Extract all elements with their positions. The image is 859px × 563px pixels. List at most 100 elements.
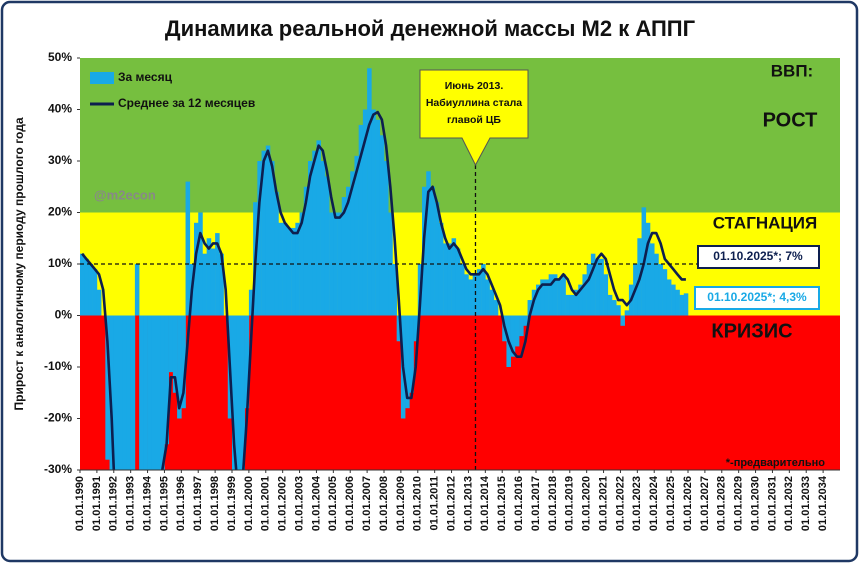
event-callout [419,69,529,167]
bar [312,150,317,316]
bar [650,243,655,316]
gdp-label: ВВП: [771,61,813,80]
bar [485,279,490,316]
x-tick-label: 01.01.2008 [378,476,390,531]
bar [308,161,313,316]
bar [105,315,110,460]
bar [358,124,364,316]
bar [548,274,554,316]
bar [181,315,186,409]
x-tick-label: 01.01.2019 [564,476,576,531]
bar [671,284,676,316]
bar [476,269,482,316]
chart-title: Динамика реальной денежной массы М2 к АП… [165,16,696,41]
x-tick-label: 01.01.2012 [445,476,457,531]
bar [248,289,254,316]
x-tick-label: 01.01.2024 [648,475,660,531]
bar [379,135,385,316]
x-tick-label: 01.01.1997 [192,476,204,531]
x-tick-label: 01.01.2026 [682,476,694,531]
bar [286,227,292,316]
x-tick-label: 01.01.2009 [395,476,407,531]
bar [232,315,237,470]
bar [645,222,651,316]
bar [282,222,288,316]
x-tick-label: 01.01.2031 [766,476,778,531]
bar [434,202,440,316]
bar [295,222,300,316]
bar [367,68,372,316]
x-tick-label: 01.01.2028 [716,476,728,531]
bar [582,274,587,316]
bar [291,227,296,316]
x-tick-label: 01.01.2027 [699,476,711,531]
bar [177,315,182,419]
x-tick-label: 01.01.2003 [293,476,305,531]
bar [536,284,541,316]
x-tick-label: 01.01.2023 [631,476,643,531]
x-tick-label: 01.01.2016 [513,476,525,531]
bar [413,315,419,342]
bar [662,269,668,316]
bar [130,315,136,470]
y-tick-label: -20% [44,411,72,425]
bar [658,264,663,316]
y-tick-label: 20% [48,205,72,219]
bar [346,186,351,316]
y-tick-label: 40% [48,102,72,116]
bar [675,289,680,316]
bar [236,315,241,470]
bar [574,289,579,316]
bar [523,315,528,326]
x-tick-label: 01.01.2004 [310,475,322,531]
bar [118,315,123,470]
bar [595,258,600,316]
bar [527,300,533,316]
x-tick-label: 01.01.2030 [749,476,761,531]
y-tick-label: 50% [48,50,72,64]
bar [80,253,85,316]
x-tick-label: 01.01.2021 [597,476,609,531]
bar [683,293,689,316]
x-tick-label: 01.01.2010 [412,476,424,531]
bar [578,284,583,316]
x-tick-label: 01.01.2005 [327,476,339,531]
x-tick-label: 01.01.1995 [158,476,170,531]
x-tick-label: 01.01.2034 [817,475,829,531]
bar [126,315,131,470]
x-tick-label: 01.01.2013 [462,476,474,531]
event-label-line: главой ЦБ [447,114,501,126]
event-label-line: Июнь 2013. [445,80,504,92]
bar [240,315,245,470]
bar [139,315,144,470]
bar [354,155,359,316]
bar [460,264,465,316]
x-tick-label: 01.01.2000 [243,476,255,531]
bar [362,109,368,316]
bar [519,315,524,337]
zone-label: РОСТ [763,109,818,131]
bar [244,315,250,409]
x-tick-label: 01.01.2014 [479,475,491,531]
bar [620,315,625,326]
bar [202,253,207,316]
bar [540,279,545,316]
bar [270,161,275,316]
bar [329,212,334,316]
bar [299,212,305,316]
bar [143,315,148,470]
x-tick-label: 01.01.1996 [175,476,187,531]
bar [405,315,410,409]
bar [481,264,486,316]
x-tick-label: 01.01.1990 [74,476,86,531]
bar [552,274,558,316]
bar [92,269,98,316]
bar [215,233,220,316]
y-tick-label: 30% [48,153,72,167]
event-label-line: Набиуллина стала [426,97,522,109]
bar [113,315,119,470]
bar [371,109,376,316]
bar [514,315,520,347]
bar [324,176,330,316]
legend-label: За месяц [118,70,173,84]
